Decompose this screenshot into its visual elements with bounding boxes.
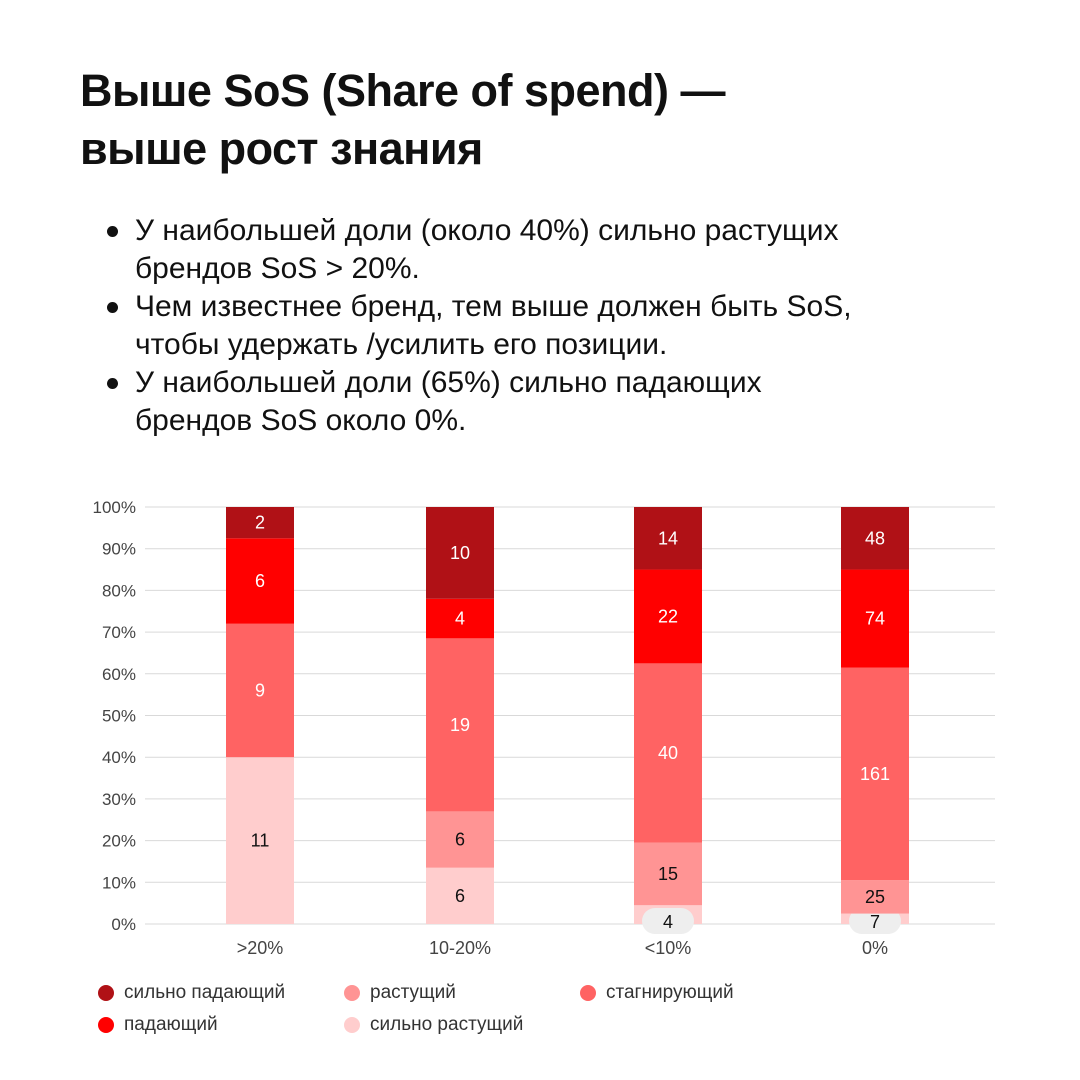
bullet-text-line: У наибольшей доли (около 40%) сильно рас… [135, 214, 839, 247]
bullet-dot-icon [107, 226, 118, 237]
data-label: 7 [870, 912, 880, 932]
legend-swatch-icon [98, 985, 114, 1001]
legend-item: сильно падающий [98, 982, 285, 1004]
data-label: 4 [455, 609, 465, 629]
data-label: 6 [455, 886, 465, 906]
title-line-2: выше рост знания [80, 123, 483, 174]
bar-segment [634, 507, 702, 570]
y-tick-label: 100% [93, 498, 136, 517]
data-label: 19 [450, 715, 470, 735]
y-tick-label: 60% [102, 665, 136, 684]
legend-label: сильно падающий [124, 982, 286, 1003]
legend-swatch-icon [344, 985, 360, 1001]
bullet-dot-icon [107, 302, 118, 313]
legend-item: растущий [344, 982, 456, 1004]
x-tick-label: 0% [862, 938, 888, 958]
legend-swatch-icon [344, 1017, 360, 1033]
bullet-text-line: брендов SoS > 20%. [135, 252, 420, 285]
x-tick-label: <10% [645, 938, 692, 958]
bullet-item: Чем известнее бренд, тем выше должен быт… [107, 288, 1015, 364]
bullet-item: У наибольшей доли (около 40%) сильно рас… [107, 212, 1015, 288]
bullet-text-line: брендов SoS около 0%. [135, 404, 467, 437]
bar-segment [426, 867, 494, 924]
x-tick-label: >20% [237, 938, 284, 958]
data-label: 6 [455, 830, 465, 850]
stacked-bar-chart: 0%10%20%30%40%50%60%70%80%90%100%11962>2… [93, 498, 995, 958]
bullet-list: У наибольшей доли (около 40%) сильно рас… [107, 212, 1015, 440]
y-tick-label: 30% [102, 790, 136, 809]
data-label: 25 [865, 887, 885, 907]
x-tick-label: 10-20% [429, 938, 491, 958]
bar-segment [426, 507, 494, 599]
chart-legend: сильно падающий растущий стагнирующий падаю… [98, 982, 998, 1052]
data-label: 9 [255, 680, 265, 700]
data-label: 161 [860, 764, 890, 784]
bar-segment [226, 538, 294, 624]
bar-segment [634, 663, 702, 843]
data-label: 15 [658, 864, 678, 884]
legend-swatch-icon [580, 985, 596, 1001]
legend-label: падающий [124, 1014, 218, 1035]
legend-label: стагнирующий [606, 982, 734, 1003]
bar-segment [226, 507, 294, 539]
legend-label: сильно растущий [370, 1014, 524, 1035]
y-tick-label: 90% [102, 540, 136, 559]
y-tick-label: 0% [111, 915, 136, 934]
y-tick-label: 10% [102, 873, 136, 892]
bar-segment [426, 638, 494, 812]
data-label: 11 [251, 831, 270, 851]
bar-segment [426, 811, 494, 868]
data-label: 22 [658, 606, 678, 626]
bullet-dot-icon [107, 378, 118, 389]
bar-segment [426, 598, 494, 639]
bullet-text-line: Чем известнее бренд, тем выше должен быт… [135, 290, 852, 323]
bullet-item: У наибольшей доли (65%) сильно падающих … [107, 364, 1015, 440]
bar-segment [841, 507, 909, 570]
bar-segment [841, 569, 909, 668]
legend-label: растущий [370, 982, 456, 1003]
bar-segment [226, 757, 294, 924]
legend-item: стагнирующий [580, 982, 734, 1004]
bar-segment [841, 667, 909, 881]
data-label: 10 [450, 543, 470, 563]
bar-segment [841, 880, 909, 914]
data-label: 4 [663, 912, 673, 932]
data-label-pill [849, 908, 901, 934]
y-tick-label: 50% [102, 707, 136, 726]
bar-segment [634, 842, 702, 906]
bar-segment [634, 569, 702, 664]
data-label: 74 [865, 609, 885, 629]
bar-segment [226, 623, 294, 758]
y-tick-label: 80% [102, 581, 136, 600]
legend-item: сильно растущий [344, 1014, 523, 1036]
legend-item: падающий [98, 1014, 218, 1036]
y-tick-label: 70% [102, 623, 136, 642]
page-title: Выше SoS (Share of spend) — выше рост зн… [80, 62, 980, 178]
data-label: 2 [255, 513, 265, 533]
data-label: 40 [658, 743, 678, 763]
data-label: 6 [255, 571, 265, 591]
y-tick-label: 20% [102, 832, 136, 851]
title-line-1: Выше SoS (Share of spend) — [80, 65, 726, 116]
data-label: 14 [658, 528, 678, 548]
legend-swatch-icon [98, 1017, 114, 1033]
bullet-text-line: чтобы удержать /усилить его позиции. [135, 328, 668, 361]
data-label: 48 [865, 528, 885, 548]
y-tick-label: 40% [102, 748, 136, 767]
bullet-text-line: У наибольшей доли (65%) сильно падающих [135, 366, 762, 399]
data-label-pill [642, 908, 694, 934]
